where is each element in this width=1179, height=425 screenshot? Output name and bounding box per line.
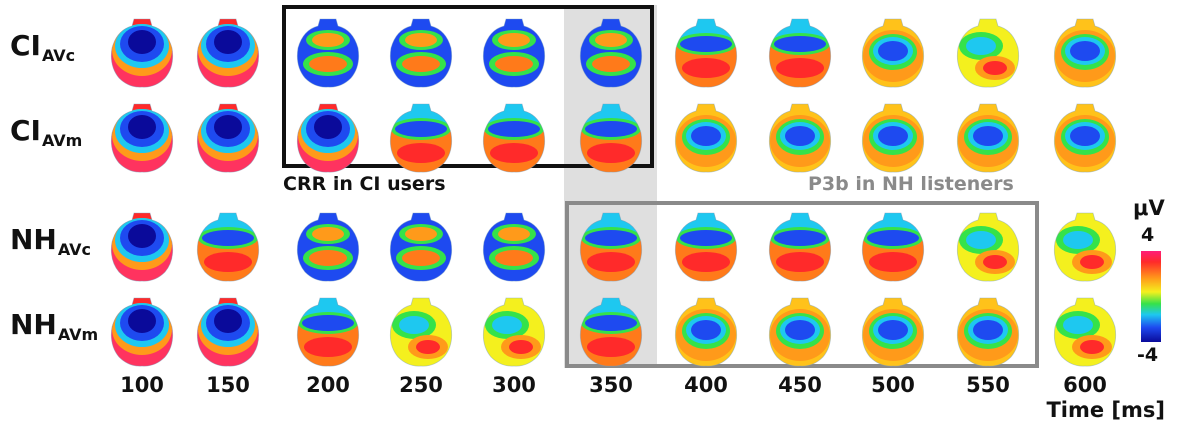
colorbar-min: -4 <box>1137 344 1159 366</box>
scalp-map <box>576 16 646 88</box>
scalp-map <box>858 16 928 88</box>
scalp-map <box>386 295 456 367</box>
row-label: CIAVc <box>10 29 75 64</box>
scalp-map <box>193 16 263 88</box>
time-tick-label: 100 <box>120 373 164 397</box>
scalp-map <box>858 295 928 367</box>
row-label-main: NH <box>10 223 57 256</box>
scalp-map <box>479 210 549 282</box>
row-label-subscript: AVc <box>41 46 76 65</box>
scalp-map <box>293 210 363 282</box>
row-label-main: NH <box>10 308 57 341</box>
crr-caption: CRR in CI users <box>283 173 446 195</box>
scalp-map <box>107 295 177 367</box>
scalp-map <box>953 16 1023 88</box>
time-tick-label: 400 <box>684 373 728 397</box>
scalp-map <box>1050 295 1120 367</box>
row-label: NHAVm <box>10 308 98 343</box>
scalp-map <box>671 101 741 173</box>
row-label: NHAVc <box>10 223 91 258</box>
p3b-caption: P3b in NH listeners <box>808 173 1014 195</box>
scalp-map <box>107 210 177 282</box>
time-tick-label: 300 <box>492 373 536 397</box>
scalp-map <box>576 295 646 367</box>
scalp-map <box>765 210 835 282</box>
scalp-map <box>671 295 741 367</box>
scalp-map <box>765 16 835 88</box>
scalp-map <box>1050 16 1120 88</box>
colorbar-max: 4 <box>1141 224 1155 246</box>
time-tick-label: 500 <box>871 373 915 397</box>
row-label-subscript: AVm <box>57 325 99 344</box>
scalp-map <box>953 210 1023 282</box>
scalp-map <box>858 210 928 282</box>
row-label-main: CI <box>10 29 41 62</box>
scalp-map <box>1050 101 1120 173</box>
scalp-map <box>193 210 263 282</box>
scalp-map <box>193 101 263 173</box>
scalp-map <box>479 16 549 88</box>
scalp-map <box>386 210 456 282</box>
row-label: CIAVm <box>10 114 82 149</box>
scalp-map <box>671 210 741 282</box>
colorbar <box>1141 251 1161 342</box>
scalp-map <box>953 295 1023 367</box>
time-tick-label: 350 <box>589 373 633 397</box>
time-tick-label: 250 <box>399 373 443 397</box>
scalp-map <box>765 101 835 173</box>
row-label-subscript: AVm <box>41 131 83 150</box>
time-tick-label: 450 <box>778 373 822 397</box>
scalp-map <box>293 295 363 367</box>
colorbar-unit: μV <box>1133 196 1165 220</box>
scalp-map <box>479 295 549 367</box>
time-tick-label: 200 <box>306 373 350 397</box>
scalp-map <box>193 295 263 367</box>
scalp-map <box>953 101 1023 173</box>
scalp-map <box>107 16 177 88</box>
crr-box <box>282 5 654 168</box>
time-tick-label: 550 <box>966 373 1010 397</box>
time-tick-label: 150 <box>206 373 250 397</box>
scalp-map <box>671 16 741 88</box>
scalp-map <box>479 101 549 173</box>
scalp-map <box>858 101 928 173</box>
scalp-map <box>293 101 363 173</box>
scalp-map <box>386 16 456 88</box>
row-label-subscript: AVc <box>57 240 92 259</box>
time-tick-label: 600 <box>1063 373 1107 397</box>
scalp-map <box>386 101 456 173</box>
scalp-map <box>765 295 835 367</box>
row-label-main: CI <box>10 114 41 147</box>
scalp-map <box>107 101 177 173</box>
scalp-map <box>1050 210 1120 282</box>
scalp-map <box>576 210 646 282</box>
x-axis-title: Time [ms] <box>1046 398 1165 422</box>
scalp-map <box>293 16 363 88</box>
scalp-map <box>576 101 646 173</box>
